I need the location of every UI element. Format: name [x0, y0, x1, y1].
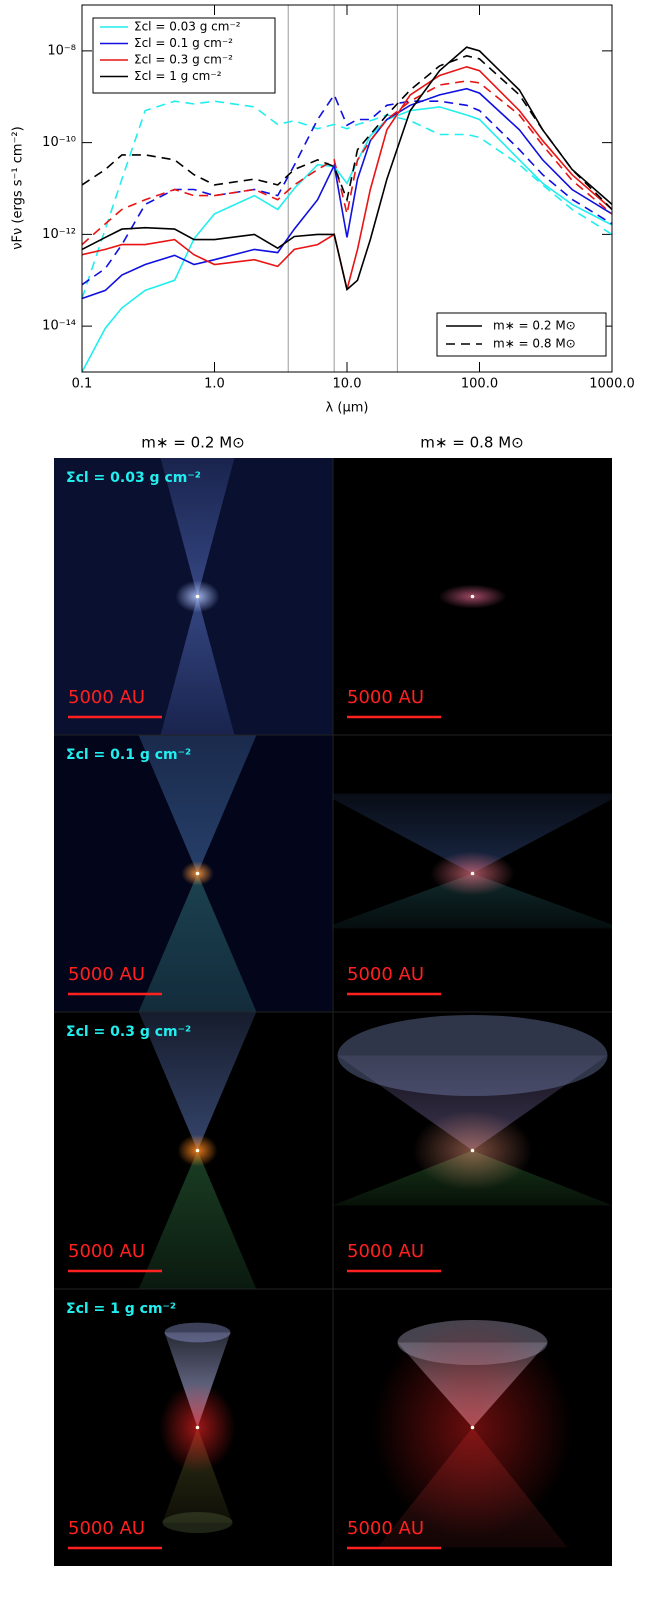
y-tick-label: 10⁻⁸ — [47, 43, 76, 58]
figure: λ (μm) νFν (ergs s⁻¹ cm⁻²) m∗ = 0.2 M⊙ m… — [0, 0, 651, 1594]
x-tick-label: 1000.0 — [589, 377, 635, 392]
central-source — [196, 595, 200, 599]
image-panel — [54, 965, 333, 1337]
central-source — [471, 1149, 475, 1153]
scale-label: 5000 AU — [347, 687, 424, 708]
row-label: Σcl = 0.03 g cm⁻² — [66, 470, 201, 486]
row-label: Σcl = 1 g cm⁻² — [66, 1301, 176, 1317]
x-axis-label: λ (μm) — [326, 401, 369, 416]
central-source — [196, 1149, 200, 1153]
y-tick-label: 10⁻¹⁰ — [42, 135, 76, 150]
legend-label: Σcl = 0.03 g cm⁻² — [134, 20, 241, 34]
row-label: Σcl = 0.3 g cm⁻² — [66, 1024, 191, 1040]
cone-cap — [165, 1323, 231, 1343]
y-axis-label: νFν (ergs s⁻¹ cm⁻²) — [11, 126, 26, 249]
central-source — [471, 595, 475, 599]
page: λ (μm) νFν (ergs s⁻¹ cm⁻²) m∗ = 0.2 M⊙ m… — [0, 0, 651, 1598]
column-heading: m∗ = 0.2 M⊙ — [141, 434, 244, 452]
central-source — [196, 1426, 200, 1430]
central-source — [196, 872, 200, 876]
scale-label: 5000 AU — [347, 964, 424, 985]
sed-line — [82, 95, 612, 285]
x-tick-label: 10.0 — [333, 377, 362, 392]
sed-line — [82, 67, 612, 290]
column-heading: m∗ = 0.8 M⊙ — [420, 434, 523, 452]
scale-label: 5000 AU — [68, 964, 145, 985]
legend-label: m∗ = 0.2 M⊙ — [493, 319, 576, 333]
central-source — [471, 1426, 475, 1430]
legend-label: m∗ = 0.8 M⊙ — [493, 337, 576, 351]
scale-label: 5000 AU — [347, 1241, 424, 1262]
legend-label: Σcl = 1 g cm⁻² — [134, 69, 222, 83]
scale-label: 5000 AU — [68, 1518, 145, 1539]
row-label: Σcl = 0.1 g cm⁻² — [66, 747, 191, 763]
y-tick-label: 10⁻¹⁴ — [42, 319, 76, 334]
x-tick-label: 1.0 — [204, 377, 225, 392]
x-tick-label: 0.1 — [72, 377, 93, 392]
scale-label: 5000 AU — [347, 1518, 424, 1539]
cone-cap — [163, 1512, 233, 1533]
cone-cap — [338, 1015, 608, 1096]
central-source — [471, 872, 475, 876]
y-tick-label: 10⁻¹² — [42, 227, 76, 242]
scale-label: 5000 AU — [68, 1241, 145, 1262]
x-tick-label: 100.0 — [461, 377, 498, 392]
legend-label: Σcl = 0.1 g cm⁻² — [134, 36, 233, 50]
legend-label: Σcl = 0.3 g cm⁻² — [134, 53, 233, 67]
scale-label: 5000 AU — [68, 687, 145, 708]
